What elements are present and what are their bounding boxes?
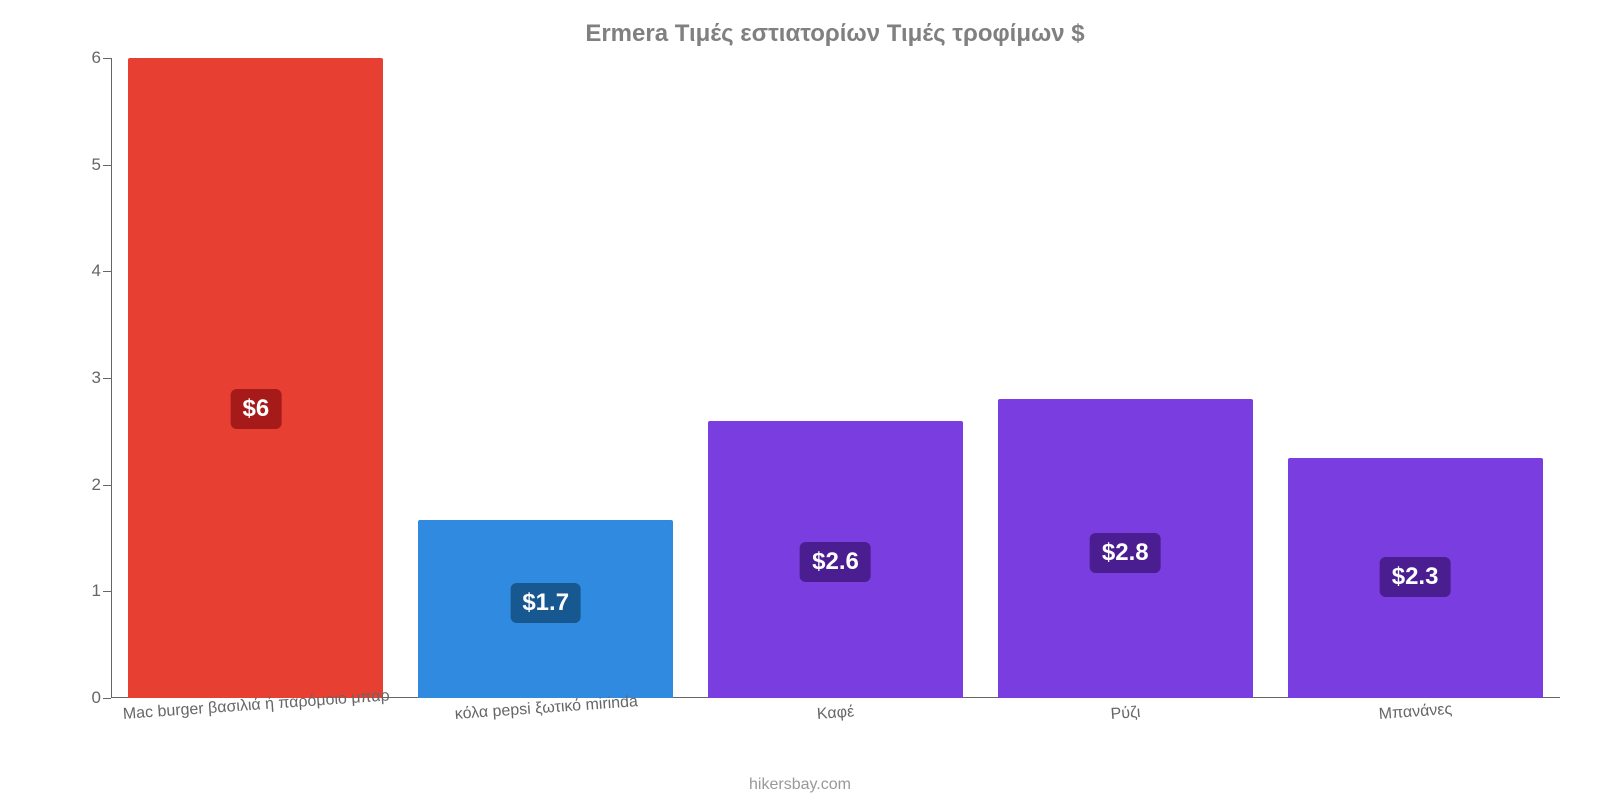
- y-tick: 2: [41, 475, 101, 495]
- y-tick: 3: [41, 368, 101, 388]
- bars-row: $6 $1.7 $2.6 $2.8 $2.3: [111, 58, 1560, 698]
- y-tick-mark: [103, 378, 111, 379]
- y-tick-label: 5: [92, 155, 101, 174]
- y-tick-mark: [103, 165, 111, 166]
- y-tick-label: 3: [92, 368, 101, 387]
- x-label-text: Ρύζι: [1110, 704, 1141, 724]
- y-tick-mark: [103, 271, 111, 272]
- x-label-text: Καφέ: [817, 703, 855, 724]
- y-tick-mark: [103, 58, 111, 59]
- bar-slot: $2.8: [980, 58, 1270, 698]
- y-tick-label: 1: [92, 581, 101, 600]
- bar-value-badge: $1.7: [510, 583, 581, 623]
- y-tick: 4: [41, 261, 101, 281]
- y-tick-mark: [103, 591, 111, 592]
- chart-container: Ermera Τιμές εστιατορίων Τιμές τροφίμων …: [0, 0, 1600, 800]
- y-tick-mark: [103, 698, 111, 699]
- watermark-text: hikersbay.com: [749, 776, 851, 794]
- y-tick-label: 4: [92, 261, 101, 280]
- bar-slot: $2.6: [691, 58, 981, 698]
- bar-slot: $2.3: [1270, 58, 1560, 698]
- y-tick: 6: [41, 48, 101, 68]
- bar-value-badge: $6: [231, 389, 282, 429]
- bar-value-badge: $2.3: [1380, 557, 1451, 597]
- y-tick-label: 6: [92, 48, 101, 67]
- y-tick: 0: [41, 688, 101, 708]
- chart-title: Ermera Τιμές εστιατορίων Τιμές τροφίμων …: [110, 20, 1560, 48]
- bar-value-badge: $2.6: [800, 542, 871, 582]
- x-label-text: Μπανάνες: [1378, 701, 1453, 724]
- y-tick-label: 0: [92, 688, 101, 707]
- y-tick: 1: [41, 581, 101, 601]
- y-tick: 5: [41, 155, 101, 175]
- plot-area: 0123456 $6$1.7$2.6$2.8$2.3 Mac burger βα…: [110, 58, 1560, 698]
- bar-slot: $6: [111, 58, 401, 698]
- bar-value-badge: $2.8: [1090, 533, 1161, 573]
- bar-slot: $1.7: [401, 58, 691, 698]
- bar: [128, 58, 383, 698]
- y-tick-label: 2: [92, 475, 101, 494]
- y-tick-mark: [103, 485, 111, 486]
